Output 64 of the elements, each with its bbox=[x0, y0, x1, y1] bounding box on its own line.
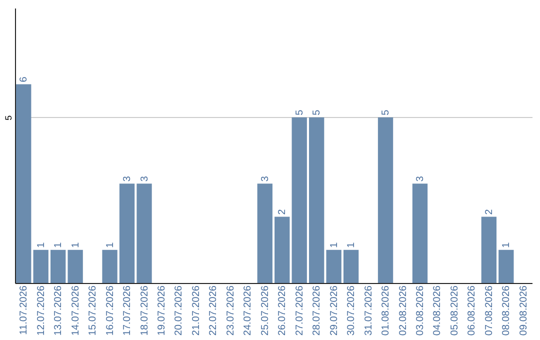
data-label: 2 bbox=[484, 208, 495, 215]
x-tick-label: 16.07.2026 bbox=[104, 285, 116, 336]
x-tick-label: 09.08.2026 bbox=[518, 285, 530, 336]
x-tick-label: 18.07.2026 bbox=[139, 285, 150, 336]
x-tick-label: 05.08.2026 bbox=[449, 285, 460, 336]
bar bbox=[481, 216, 496, 283]
data-label: 3 bbox=[139, 176, 150, 182]
bar bbox=[16, 84, 32, 283]
x-tick-label: 30.07.2026 bbox=[346, 285, 358, 336]
x-tick-label: 07.08.2026 bbox=[484, 285, 495, 336]
x-tick-label: 17.07.2026 bbox=[122, 285, 134, 336]
x-tick-label: 28.07.2026 bbox=[312, 285, 323, 336]
data-label: 1 bbox=[104, 242, 116, 248]
x-tick-label: 31.07.2026 bbox=[363, 285, 374, 336]
bar bbox=[274, 216, 290, 283]
x-tick-label: 08.08.2026 bbox=[501, 285, 512, 336]
x-tick-label: 11.07.2026 bbox=[18, 285, 30, 335]
bar bbox=[136, 184, 152, 283]
x-tick-label: 27.07.2026 bbox=[294, 285, 306, 336]
bar bbox=[343, 250, 359, 283]
x-tick-label: 25.07.2026 bbox=[260, 285, 271, 336]
x-tick-label: 02.08.2026 bbox=[398, 285, 409, 336]
x-tick-label: 01.08.2026 bbox=[380, 285, 392, 336]
data-label: 1 bbox=[328, 242, 340, 248]
data-label: 1 bbox=[346, 242, 358, 248]
bar bbox=[33, 250, 48, 283]
bar bbox=[119, 184, 135, 283]
data-label: 1 bbox=[501, 242, 512, 248]
x-tick-label: 26.07.2026 bbox=[277, 285, 288, 336]
x-tick-label: 13.07.2026 bbox=[53, 285, 64, 336]
x-tick-label: 22.07.2026 bbox=[208, 285, 220, 336]
data-label: 1 bbox=[36, 242, 47, 248]
x-tick-label: 20.07.2026 bbox=[174, 285, 185, 336]
bar bbox=[68, 250, 83, 283]
data-label: 5 bbox=[380, 109, 392, 116]
data-label: 2 bbox=[277, 208, 288, 215]
bar bbox=[498, 250, 514, 283]
data-label: 3 bbox=[260, 176, 271, 182]
data-label: 5 bbox=[312, 109, 323, 116]
data-label: 1 bbox=[70, 242, 82, 248]
bar bbox=[102, 250, 118, 283]
x-tick-label: 24.07.2026 bbox=[242, 285, 254, 336]
bar bbox=[378, 117, 394, 283]
data-label: 3 bbox=[414, 176, 426, 182]
x-tick-label: 14.07.2026 bbox=[70, 285, 82, 336]
data-label: 5 bbox=[294, 109, 306, 116]
x-tick-label: 06.08.2026 bbox=[466, 285, 478, 336]
data-label: 6 bbox=[18, 76, 30, 82]
bar bbox=[257, 184, 272, 283]
bar bbox=[50, 250, 66, 283]
x-tick-label: 29.07.2026 bbox=[328, 285, 340, 336]
x-tick-label: 21.07.2026 bbox=[190, 285, 202, 336]
bar bbox=[412, 184, 428, 283]
x-tick-label: 23.07.2026 bbox=[225, 285, 236, 336]
data-label: 1 bbox=[53, 242, 64, 248]
x-tick-label: 04.08.2026 bbox=[432, 285, 444, 336]
x-tick-label: 03.08.2026 bbox=[414, 285, 426, 336]
x-tick-label: 12.07.2026 bbox=[36, 285, 47, 336]
bar bbox=[292, 117, 307, 283]
x-tick-label: 19.07.2026 bbox=[156, 285, 168, 336]
bar bbox=[326, 250, 342, 283]
bar bbox=[309, 117, 324, 283]
data-label: 3 bbox=[122, 176, 134, 182]
x-tick-label: 15.07.2026 bbox=[88, 285, 99, 336]
